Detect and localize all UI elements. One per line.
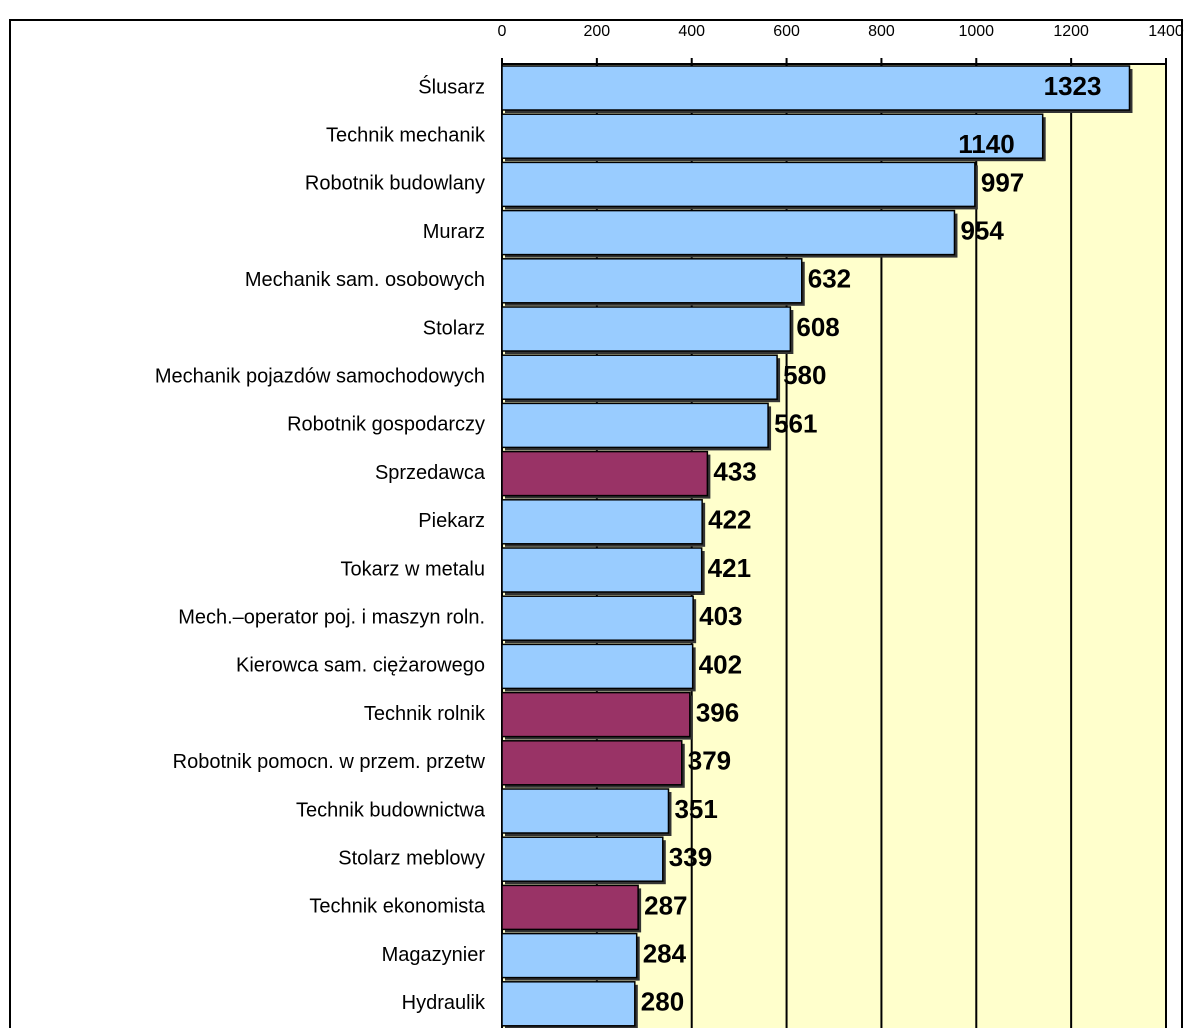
data-label: 1140 (958, 129, 1014, 159)
x-tick-label: 0 (498, 23, 507, 40)
y-tick-label: Technik ekonomista (309, 896, 486, 918)
data-label: 580 (783, 360, 826, 390)
y-tick-label: Mechanik pojazdów samochodowych (155, 365, 485, 387)
bar (501, 161, 976, 208)
y-tick-label: Ślusarz (418, 74, 485, 98)
data-label: 433 (713, 456, 756, 486)
bar (501, 209, 956, 256)
bar (501, 354, 778, 400)
bar (501, 884, 639, 931)
bar (501, 691, 691, 738)
data-label: 422 (708, 505, 751, 535)
y-tick-label: Technik rolnik (364, 703, 486, 725)
data-label: 561 (774, 408, 817, 438)
bar (501, 595, 694, 641)
y-tick-label: Piekarz (418, 510, 485, 532)
x-tick-label: 600 (773, 23, 800, 40)
y-tick-label: Mechanik sam. osobowych (245, 269, 485, 291)
bar (501, 402, 769, 449)
bar (501, 740, 683, 786)
y-tick-label: Hydraulik (402, 992, 486, 1014)
y-tick-label: Sprzedawca (375, 462, 486, 484)
y-tick-label: Robotnik gospodarczy (287, 414, 485, 436)
bar (501, 788, 670, 834)
y-tick-label: Technik mechanik (326, 124, 486, 146)
y-tick-label: Robotnik pomocn. w przem. przetw (173, 751, 486, 773)
data-label: 997 (981, 167, 1024, 197)
data-label: 396 (696, 697, 739, 727)
data-label: 954 (960, 215, 1004, 245)
x-tick-label: 200 (584, 23, 611, 40)
data-label: 351 (674, 794, 717, 824)
y-tick-label: Mech.–operator poj. i maszyn roln. (178, 606, 485, 628)
x-tick-label: 400 (678, 23, 705, 40)
data-label: 287 (644, 890, 687, 920)
bar (501, 65, 1131, 111)
data-label: 339 (669, 842, 712, 872)
bar (501, 836, 664, 882)
data-label: 379 (688, 746, 731, 776)
bar (501, 932, 638, 979)
bar (501, 258, 803, 304)
data-label: 403 (699, 601, 742, 631)
bar (501, 499, 703, 545)
y-tick-label: Robotnik budowlany (305, 173, 485, 195)
data-label: 280 (641, 987, 684, 1017)
y-tick-label: Stolarz (423, 317, 485, 339)
data-label: 608 (796, 312, 839, 342)
data-label: 632 (808, 264, 851, 294)
y-tick-label: Technik budownictwa (296, 799, 486, 821)
bar (501, 547, 703, 593)
x-tick-label: 1200 (1053, 23, 1089, 40)
y-tick-label: Kierowca sam. ciężarowego (236, 655, 485, 677)
bar (501, 643, 694, 690)
bar (501, 450, 709, 497)
x-tick-label: 1400 (1148, 23, 1184, 40)
bar (501, 306, 792, 352)
x-tick-label: 800 (868, 23, 895, 40)
data-label: 1323 (1044, 71, 1102, 101)
y-tick-label: Magazynier (382, 944, 486, 966)
y-tick-label: Murarz (423, 221, 485, 243)
bar (501, 113, 1044, 159)
bar (501, 981, 636, 1027)
data-label: 421 (708, 553, 751, 583)
data-label: 284 (643, 938, 687, 968)
y-tick-label: Stolarz meblowy (338, 847, 485, 869)
data-label: 402 (699, 649, 742, 679)
y-tick-label: Tokarz w metalu (341, 558, 486, 580)
x-tick-label: 1000 (958, 23, 994, 40)
